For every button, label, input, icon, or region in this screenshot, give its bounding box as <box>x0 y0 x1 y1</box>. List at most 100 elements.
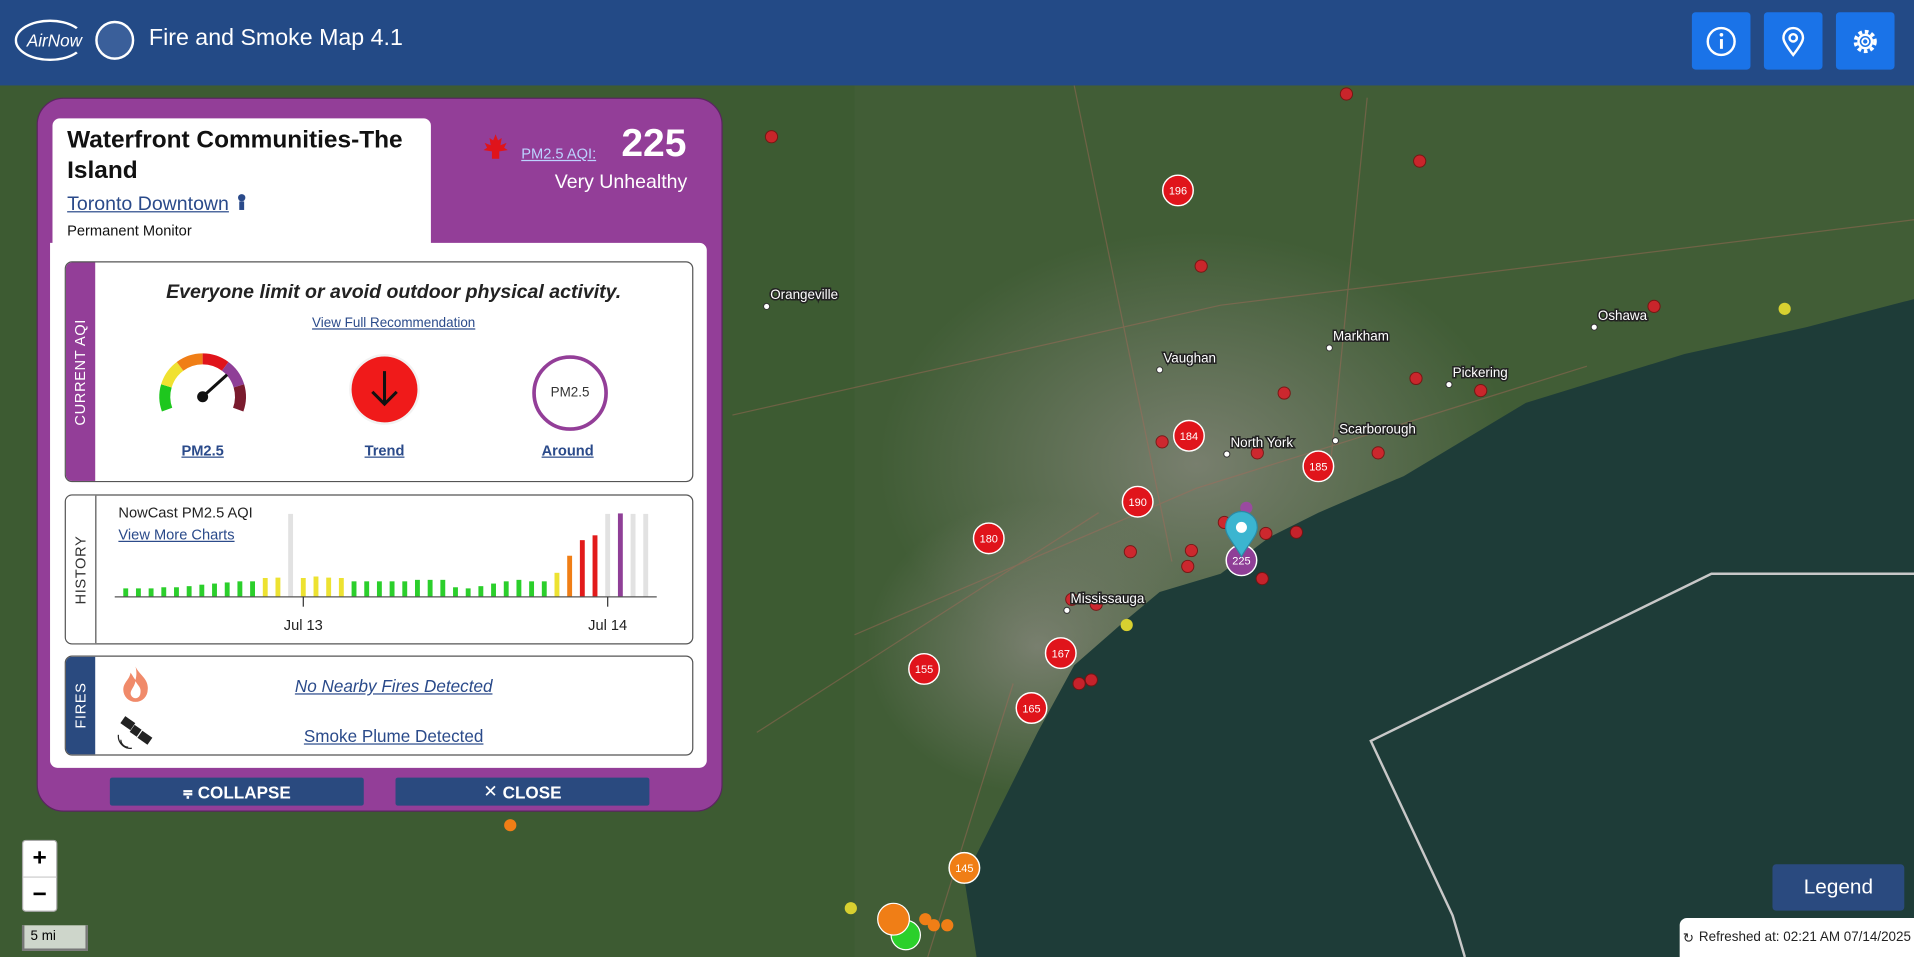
history-chart: Jul 13 Jul 14 <box>114 513 657 634</box>
fires-status[interactable]: No Nearby Fires Detected <box>95 676 692 696</box>
around-label[interactable]: Around <box>541 441 594 459</box>
bar <box>161 587 167 597</box>
bar <box>579 540 585 597</box>
station-dot <box>877 902 911 936</box>
place-dot <box>1156 366 1164 374</box>
trend-label[interactable]: Trend <box>364 441 405 459</box>
aqi-marker-label: 165 <box>1022 703 1040 715</box>
bar <box>174 587 179 597</box>
gauge <box>159 353 246 412</box>
bar <box>491 583 496 597</box>
settings-button[interactable] <box>1835 12 1895 70</box>
bar <box>237 581 243 597</box>
place-dot <box>1331 437 1339 445</box>
lake <box>964 299 1914 957</box>
station-dot <box>1184 543 1198 558</box>
bar <box>554 572 560 597</box>
bar <box>262 577 268 597</box>
place-label: North York <box>1230 435 1293 450</box>
place-label: Oshawa <box>1598 308 1648 323</box>
aqi-marker-label: 145 <box>955 863 973 875</box>
info-icon <box>1706 26 1736 56</box>
gauge-segment <box>202 353 229 371</box>
station-dot <box>1409 371 1423 386</box>
gauge-label[interactable]: PM2.5 <box>181 441 224 459</box>
aqi-marker-label: 196 <box>1169 186 1187 198</box>
gauge-segment <box>159 384 173 412</box>
station-dot <box>1371 446 1385 460</box>
aqi-marker <box>908 652 941 685</box>
place-dot <box>1063 606 1071 614</box>
station-dot <box>1277 386 1291 400</box>
fires-card: FIRES No Nearby Fires Detected Smoke Plu… <box>64 655 694 756</box>
no-data-bar <box>643 513 649 597</box>
charts-link[interactable]: View More Charts <box>118 526 235 544</box>
zoom-out[interactable]: − <box>32 881 47 909</box>
station-dot <box>504 819 517 832</box>
aqi-marker-label: 185 <box>1309 462 1327 474</box>
x-tick-label: Jul 14 <box>588 618 627 634</box>
bar <box>516 579 522 597</box>
place-dot <box>1445 380 1453 389</box>
site-header: Waterfront Communities-The Island Toront… <box>52 118 431 246</box>
fires-text[interactable]: No Nearby Fires Detected <box>294 676 493 696</box>
station-dot <box>1072 677 1086 691</box>
bar <box>250 581 256 597</box>
place-label: Markham <box>1333 329 1389 344</box>
bar <box>224 582 230 597</box>
aqi-marker <box>1302 450 1335 483</box>
aqi-marker-label: 180 <box>980 534 998 546</box>
aqi-marker <box>1121 485 1154 518</box>
area-link[interactable]: Toronto Downtown <box>67 193 249 216</box>
place-label: Vaughan <box>1163 351 1216 366</box>
info-button[interactable] <box>1691 12 1751 70</box>
aqi-value: 225 <box>621 120 687 165</box>
area-name[interactable]: Toronto Downtown <box>67 194 229 215</box>
top-bar: AirNow Fire and Smoke Map 4.1 <box>0 0 1914 86</box>
close-label: CLOSE <box>502 781 562 802</box>
legend-button[interactable]: Legend <box>1772 864 1905 911</box>
bar <box>300 577 306 597</box>
station-dot <box>1259 526 1273 541</box>
bar <box>338 577 344 597</box>
smoke-text[interactable]: Smoke Plume Detected <box>303 726 484 746</box>
aqi-marker <box>1044 637 1077 670</box>
station-dot <box>941 919 954 932</box>
bar <box>199 584 205 597</box>
smoke-status[interactable]: Smoke Plume Detected <box>95 726 692 746</box>
station-dot <box>844 902 857 915</box>
site-name: Waterfront Communities-The Island <box>67 126 403 185</box>
bar <box>402 581 408 597</box>
place-dot <box>1590 323 1598 331</box>
tab: FIRES <box>65 656 96 755</box>
gauge-segment <box>232 384 246 412</box>
station-dot <box>927 919 940 932</box>
around-ring[interactable]: PM2.5 <box>532 355 608 431</box>
agency-seal <box>95 20 135 60</box>
logo: AirNow <box>26 30 82 51</box>
tab: HISTORY <box>65 495 97 644</box>
gauge-hub <box>197 391 209 403</box>
station-dot <box>764 130 779 144</box>
site-panel: Waterfront Communities-The Island Toront… <box>36 97 723 812</box>
zoom-in[interactable]: + <box>23 841 57 878</box>
place-dot <box>763 302 771 310</box>
close-button[interactable]: ✕ CLOSE <box>395 777 650 806</box>
station-dots <box>504 87 1791 951</box>
close-icon: ✕ <box>483 781 498 801</box>
refresh-text: Refreshed at: 02:21 AM 07/14/2025 <box>1698 930 1911 945</box>
aqi-marker <box>1161 174 1194 207</box>
recommendation-link[interactable]: View Full Recommendation <box>312 316 476 331</box>
station-dot <box>1339 87 1354 101</box>
location-button[interactable] <box>1763 12 1823 70</box>
history-card: HISTORY NowCast PM2.5 AQI View More Char… <box>64 494 694 645</box>
gauge-segment <box>161 361 184 388</box>
around-ring-label: PM2.5 <box>550 385 590 401</box>
collapse-button[interactable]: ⩦ COLLAPSE <box>109 777 364 806</box>
station-dot <box>1240 501 1253 514</box>
roads <box>732 85 1914 957</box>
aqi-label[interactable]: PM2.5 AQI: <box>521 145 597 163</box>
gauge-segment <box>176 353 203 371</box>
station-dot <box>1155 435 1169 449</box>
